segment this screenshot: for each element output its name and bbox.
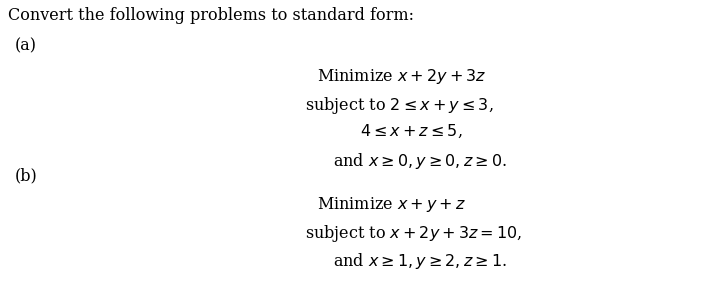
Text: $4 \leq x + z \leq 5$,: $4 \leq x + z \leq 5$, bbox=[360, 123, 463, 140]
Text: Minimize $x + y + z$: Minimize $x + y + z$ bbox=[317, 195, 466, 214]
Text: (b): (b) bbox=[15, 167, 38, 184]
Text: subject to $x + 2y + 3z = 10$,: subject to $x + 2y + 3z = 10$, bbox=[305, 223, 523, 244]
Text: Convert the following problems to standard form:: Convert the following problems to standa… bbox=[8, 7, 414, 24]
Text: (a): (a) bbox=[15, 37, 37, 54]
Text: and $x \geq 0, y \geq 0, z \geq 0$.: and $x \geq 0, y \geq 0, z \geq 0$. bbox=[333, 151, 507, 171]
Text: and $x \geq 1, y \geq 2, z \geq 1$.: and $x \geq 1, y \geq 2, z \geq 1$. bbox=[333, 251, 507, 271]
Text: Minimize $x + 2y + 3z$: Minimize $x + 2y + 3z$ bbox=[317, 67, 486, 86]
Text: subject to $2 \leq x + y \leq 3$,: subject to $2 \leq x + y \leq 3$, bbox=[305, 95, 493, 116]
